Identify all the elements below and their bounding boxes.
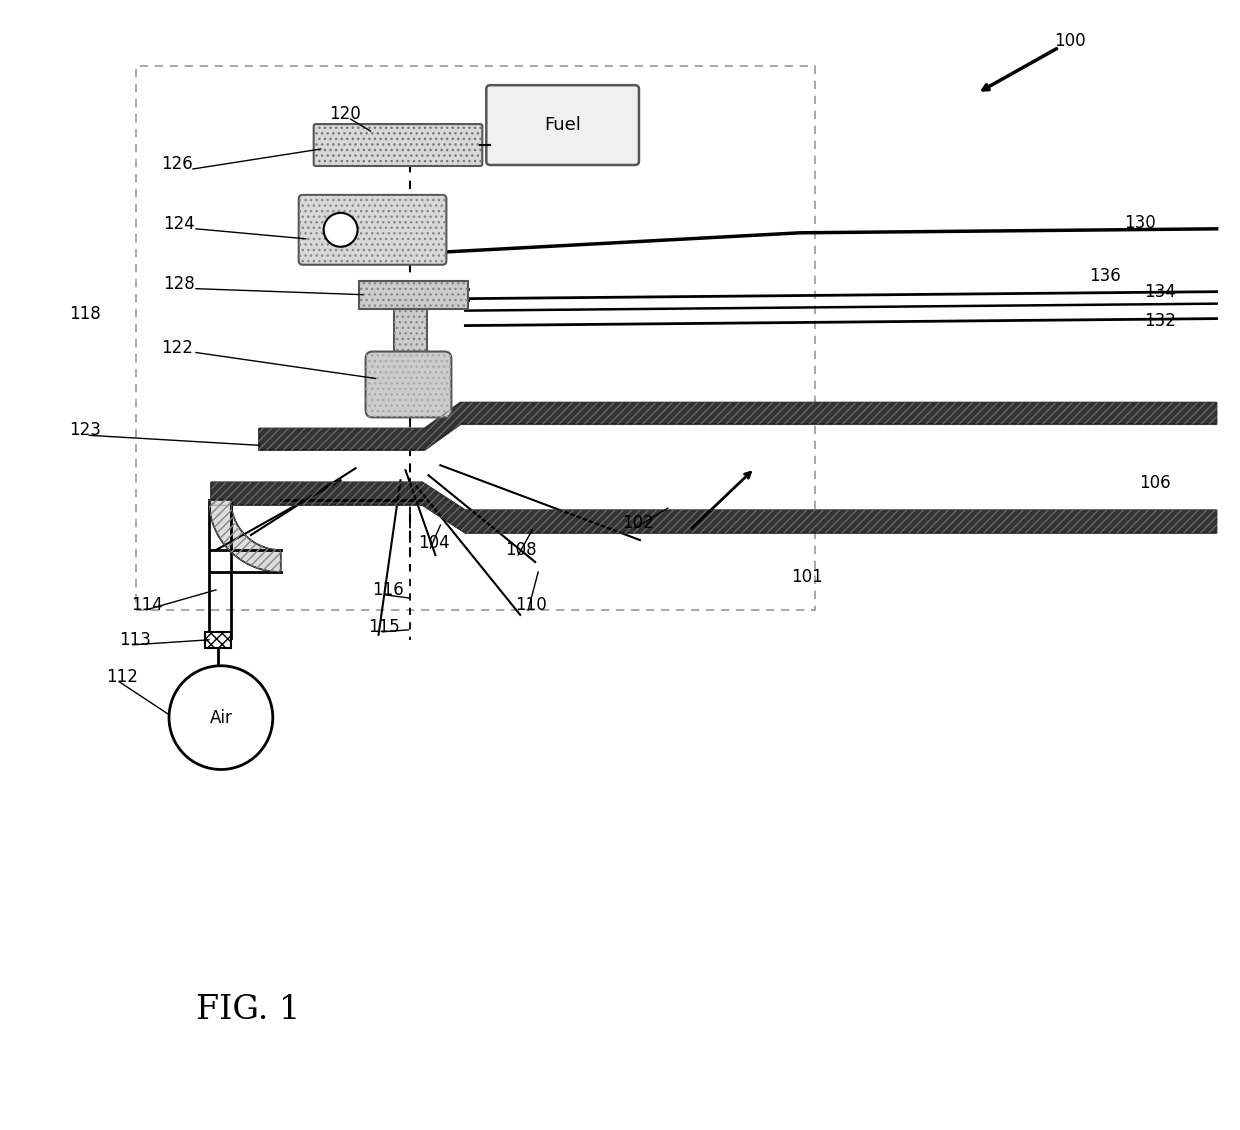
Text: 124: 124 <box>162 215 195 233</box>
Text: 134: 134 <box>1143 282 1176 301</box>
Bar <box>358 280 469 308</box>
Text: 106: 106 <box>1138 475 1171 493</box>
Text: 126: 126 <box>161 155 192 173</box>
Text: 113: 113 <box>119 631 151 649</box>
Bar <box>358 280 469 308</box>
Text: 104: 104 <box>418 534 450 553</box>
Polygon shape <box>211 483 1216 533</box>
Circle shape <box>324 212 357 246</box>
Text: FIG. 1: FIG. 1 <box>196 994 300 1026</box>
Text: 110: 110 <box>516 596 547 614</box>
Text: Air: Air <box>210 709 232 727</box>
Text: 108: 108 <box>505 541 537 559</box>
Text: 115: 115 <box>368 618 401 636</box>
Polygon shape <box>259 402 1216 450</box>
Bar <box>393 308 428 389</box>
Text: 128: 128 <box>162 275 195 293</box>
Bar <box>393 308 428 389</box>
Circle shape <box>169 666 273 770</box>
Text: 136: 136 <box>1089 267 1121 285</box>
Bar <box>136 67 815 610</box>
Text: 132: 132 <box>1143 312 1176 330</box>
Text: 118: 118 <box>69 305 100 322</box>
Text: 102: 102 <box>622 514 653 532</box>
Text: 100: 100 <box>1054 33 1086 50</box>
Text: 130: 130 <box>1123 214 1156 232</box>
Bar <box>205 632 231 647</box>
Text: 123: 123 <box>69 421 102 440</box>
Text: 112: 112 <box>107 668 138 686</box>
FancyBboxPatch shape <box>314 124 482 166</box>
FancyBboxPatch shape <box>299 194 446 264</box>
Polygon shape <box>208 501 280 572</box>
Text: 122: 122 <box>161 339 193 357</box>
Text: Fuel: Fuel <box>544 116 582 134</box>
Text: 114: 114 <box>131 596 162 614</box>
Text: 116: 116 <box>372 581 404 599</box>
FancyBboxPatch shape <box>486 85 639 165</box>
Text: 120: 120 <box>329 105 361 123</box>
Text: 101: 101 <box>791 568 823 586</box>
FancyBboxPatch shape <box>366 351 451 417</box>
Bar <box>205 632 231 647</box>
